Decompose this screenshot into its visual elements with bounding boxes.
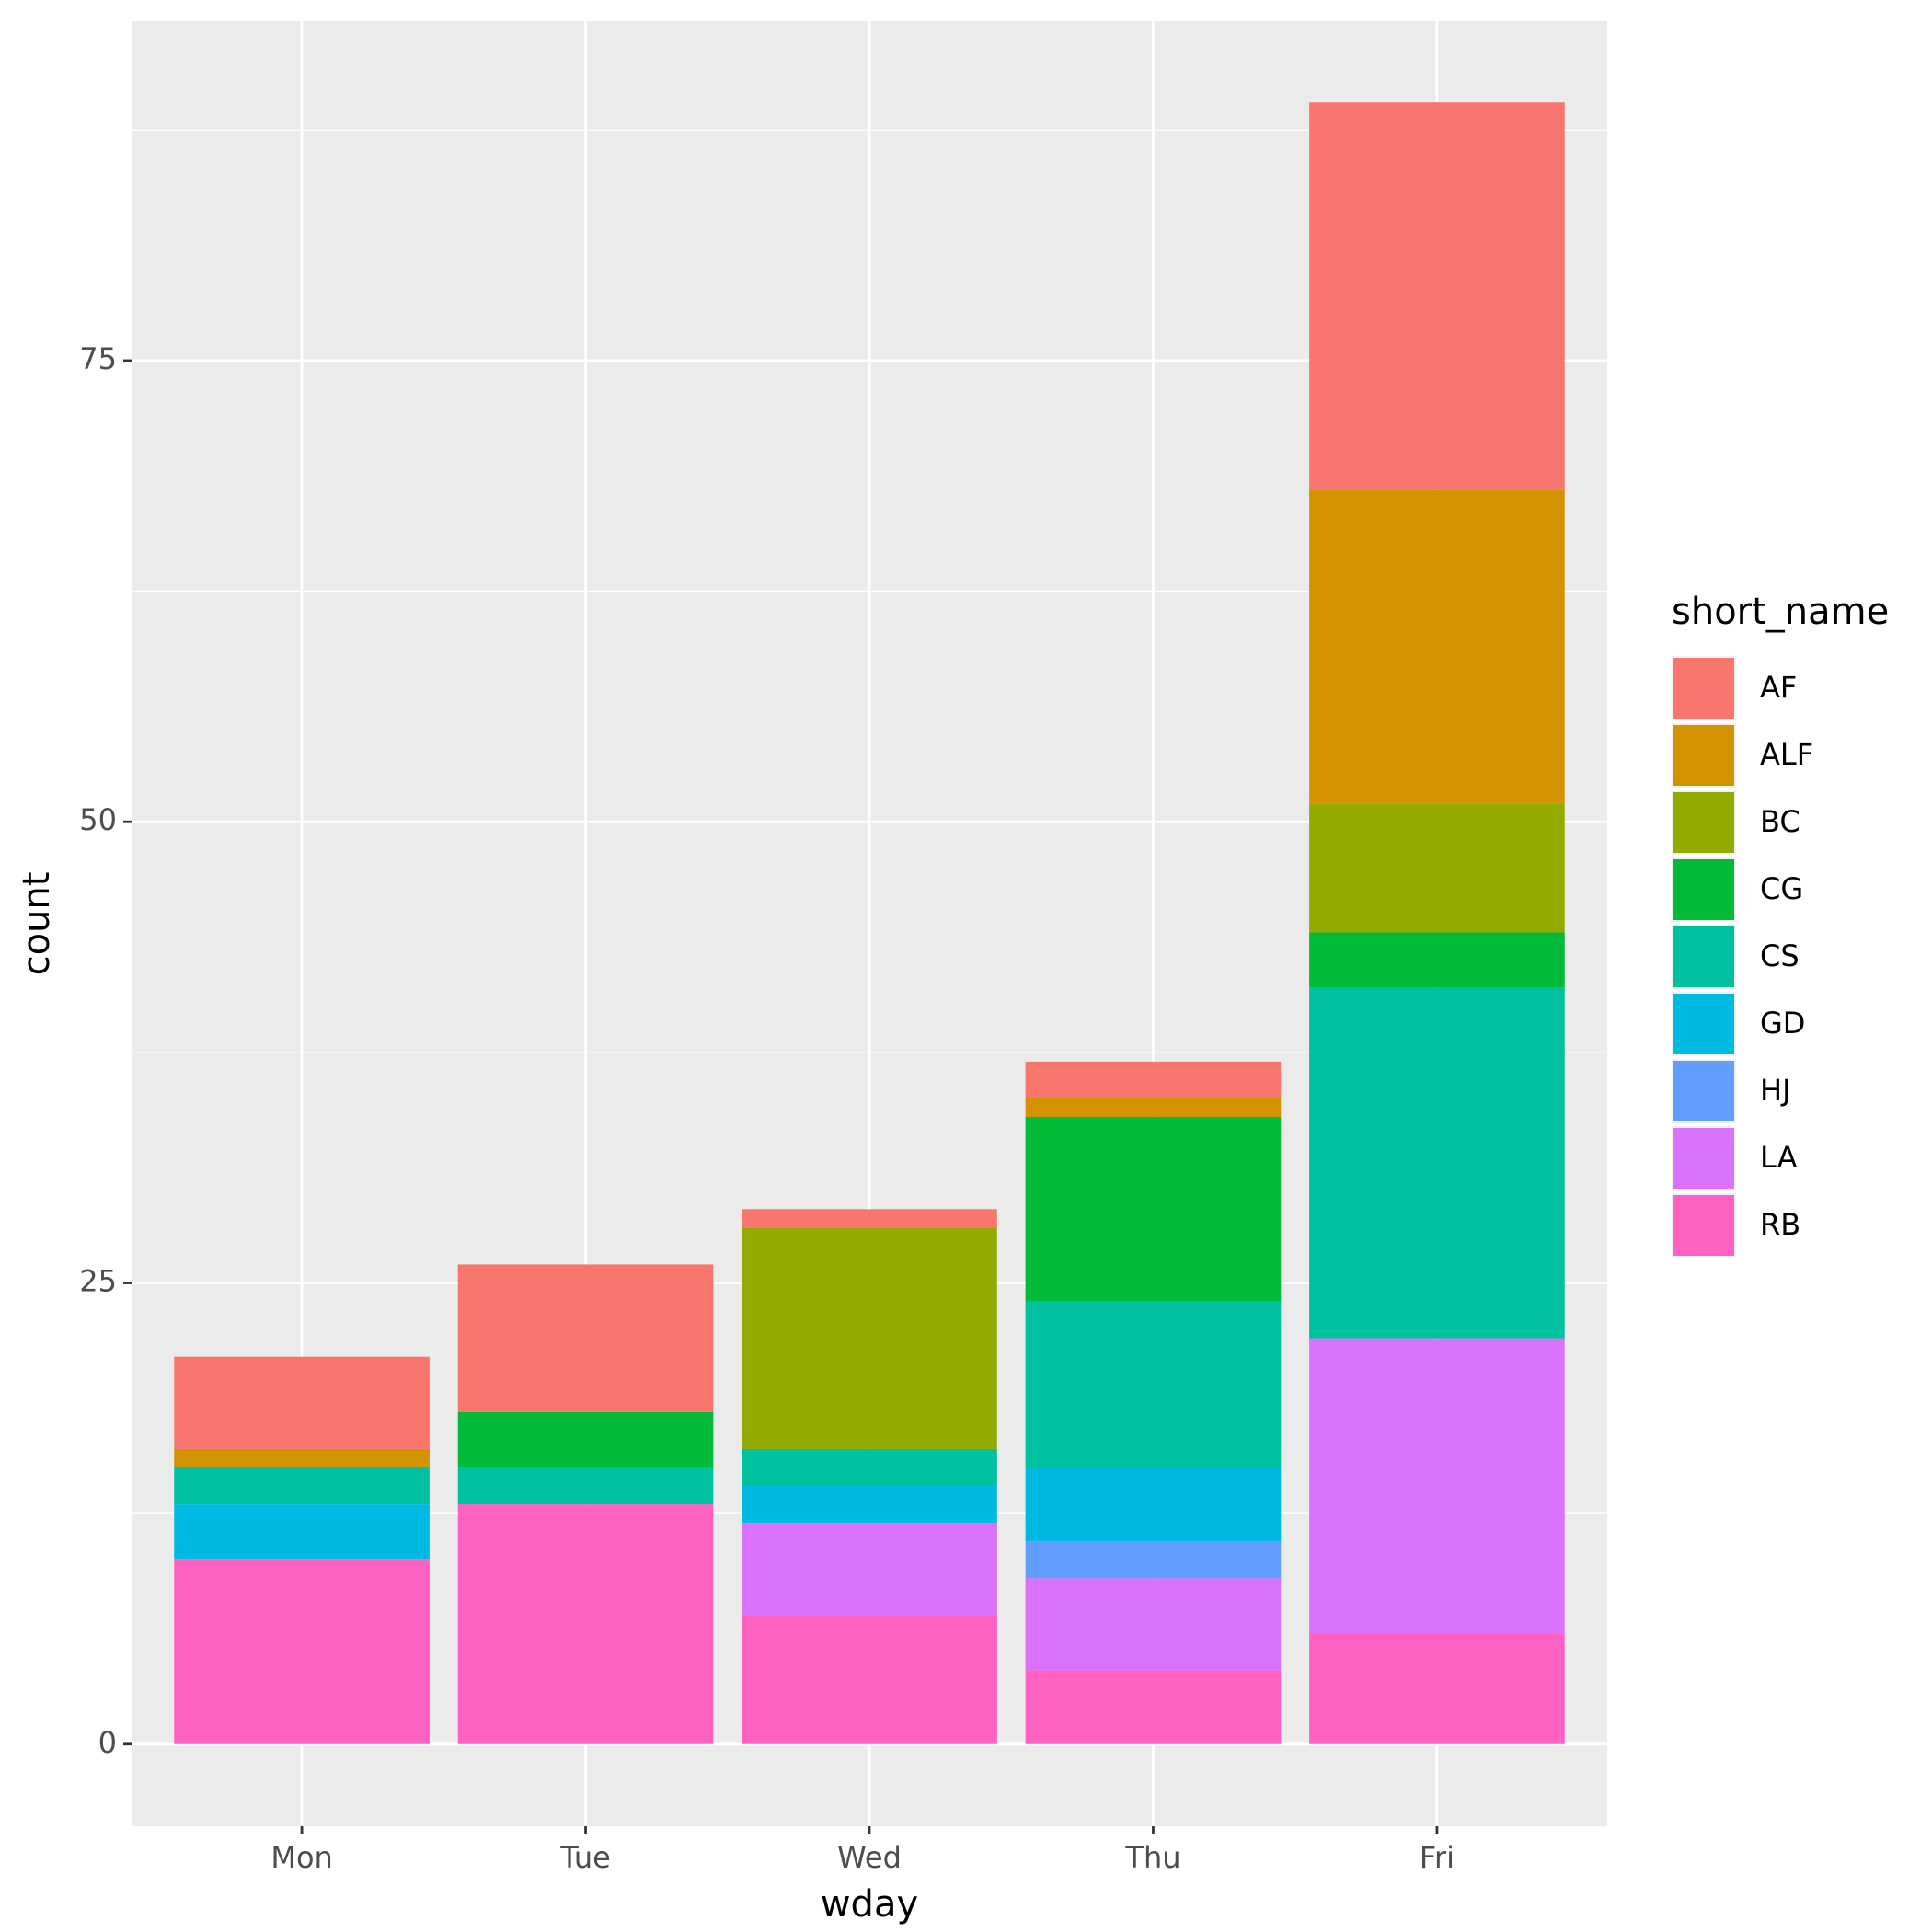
legend-swatch bbox=[1673, 859, 1734, 920]
legend-label: BC bbox=[1760, 804, 1800, 839]
y-tick-label: 0 bbox=[98, 1725, 117, 1760]
x-tick-label: Tue bbox=[559, 1840, 611, 1875]
legend-swatch bbox=[1673, 725, 1734, 786]
bar-segment bbox=[1025, 1117, 1282, 1302]
legend-swatch bbox=[1673, 994, 1734, 1054]
legend-label: HJ bbox=[1760, 1073, 1791, 1108]
bar-segment bbox=[174, 1448, 430, 1468]
bar-segment bbox=[742, 1227, 997, 1449]
bar-segment bbox=[174, 1356, 430, 1449]
bar-segment bbox=[1025, 1541, 1282, 1579]
legend-swatch bbox=[1673, 926, 1734, 987]
bar-segment bbox=[1309, 987, 1565, 1339]
bar-segment bbox=[457, 1467, 714, 1505]
bar-segment bbox=[1309, 102, 1565, 490]
bar-segment bbox=[1309, 1633, 1565, 1744]
bar-segment bbox=[1309, 932, 1565, 988]
bar-segment bbox=[742, 1615, 997, 1744]
bar-segment bbox=[742, 1448, 997, 1487]
y-tick-label: 75 bbox=[79, 341, 117, 376]
legend: short_name AF ALF BC CG CS GD HJ LA RB bbox=[1672, 591, 1889, 1258]
bar-segment bbox=[1309, 489, 1565, 804]
bar-segment bbox=[1025, 1578, 1282, 1671]
legend-label: RB bbox=[1760, 1207, 1800, 1242]
axes: 0 25 50 75 Mon Tue Wed Thu Fri bbox=[79, 341, 1455, 1875]
bar-segment bbox=[1025, 1301, 1282, 1468]
bar-segment bbox=[742, 1523, 997, 1616]
x-axis-title: wday bbox=[821, 1883, 918, 1926]
bar-segment bbox=[1025, 1467, 1282, 1542]
bar-segment bbox=[174, 1467, 430, 1505]
legend-swatch bbox=[1673, 1128, 1734, 1189]
bar-segment bbox=[457, 1411, 714, 1468]
x-tick-label: Fri bbox=[1420, 1840, 1455, 1875]
legend-title: short_name bbox=[1672, 591, 1889, 633]
x-tick-label: Mon bbox=[270, 1840, 332, 1875]
legend-label: LA bbox=[1760, 1140, 1798, 1175]
bar-segment bbox=[1309, 1338, 1565, 1634]
bar-segment bbox=[1025, 1098, 1282, 1118]
y-axis-title: count bbox=[16, 872, 58, 976]
bar-segment bbox=[457, 1504, 714, 1744]
bars bbox=[174, 102, 1565, 1744]
y-tick-label: 25 bbox=[79, 1263, 117, 1298]
legend-swatch bbox=[1673, 1195, 1734, 1256]
legend-label: GD bbox=[1760, 1006, 1805, 1041]
legend-label: ALF bbox=[1760, 737, 1813, 772]
bar-segment bbox=[174, 1504, 430, 1560]
bar-segment bbox=[742, 1486, 997, 1524]
legend-swatch bbox=[1673, 1061, 1734, 1121]
x-tick-label: Wed bbox=[837, 1840, 902, 1875]
legend-label: AF bbox=[1760, 670, 1797, 705]
legend-label: CG bbox=[1760, 871, 1803, 906]
legend-swatch bbox=[1673, 792, 1734, 853]
bar-segment bbox=[1309, 803, 1565, 933]
x-tick-label: Thu bbox=[1124, 1840, 1180, 1875]
bar-segment bbox=[174, 1559, 430, 1744]
bar-segment bbox=[1025, 1061, 1282, 1098]
bar-segment bbox=[742, 1209, 997, 1228]
legend-swatch bbox=[1673, 658, 1734, 719]
bar-segment bbox=[457, 1264, 714, 1412]
y-tick-label: 50 bbox=[79, 802, 117, 837]
bar-segment bbox=[1025, 1670, 1282, 1744]
legend-label: CS bbox=[1760, 938, 1800, 973]
